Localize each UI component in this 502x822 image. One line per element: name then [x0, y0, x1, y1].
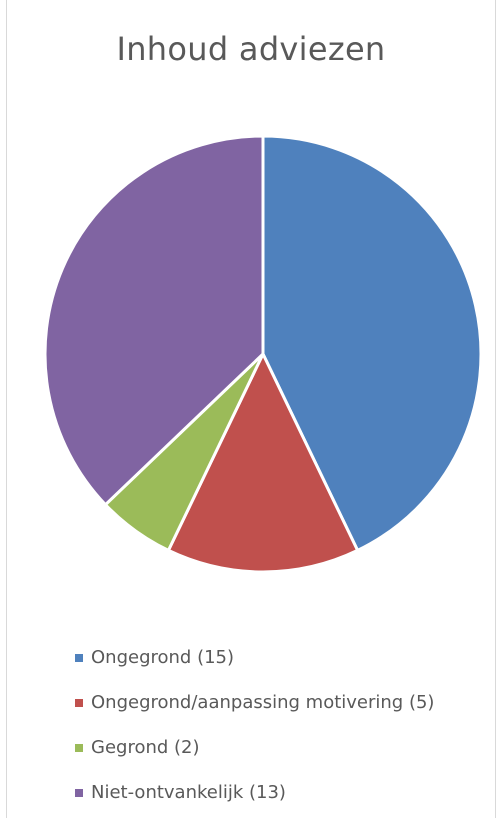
legend-item-niet-ontvankelijk: Niet-ontvankelijk (13): [75, 777, 434, 808]
legend-swatch: [75, 743, 83, 752]
legend-swatch: [75, 788, 83, 797]
legend-label: Niet-ontvankelijk (13): [91, 782, 286, 803]
chart-frame: [6, 0, 496, 818]
pie-slice-niet-ontvankelijk: [43, 134, 265, 507]
legend-label: Ongegrond (15): [91, 647, 235, 668]
legend-item-gegrond: Gegrond (2): [75, 732, 434, 763]
legend-item-ongegrond: Ongegrond (15): [75, 642, 434, 673]
legend-swatch: [75, 698, 83, 707]
pie-slice-ongegrond-aanpassing-motivering: [166, 352, 360, 574]
pie-slice-ongegrond: [261, 134, 483, 552]
chart-title: Inhoud adviezen: [116, 30, 386, 68]
legend-swatch: [75, 653, 83, 662]
legend-label: Gegrond (2): [91, 737, 200, 758]
legend-label: Ongegrond/aanpassing motivering (5): [91, 692, 435, 713]
chart-legend: Ongegrond (15) Ongegrond/aanpassing moti…: [75, 642, 434, 822]
legend-item-ongegrond-aanpassing: Ongegrond/aanpassing motivering (5): [75, 687, 434, 718]
